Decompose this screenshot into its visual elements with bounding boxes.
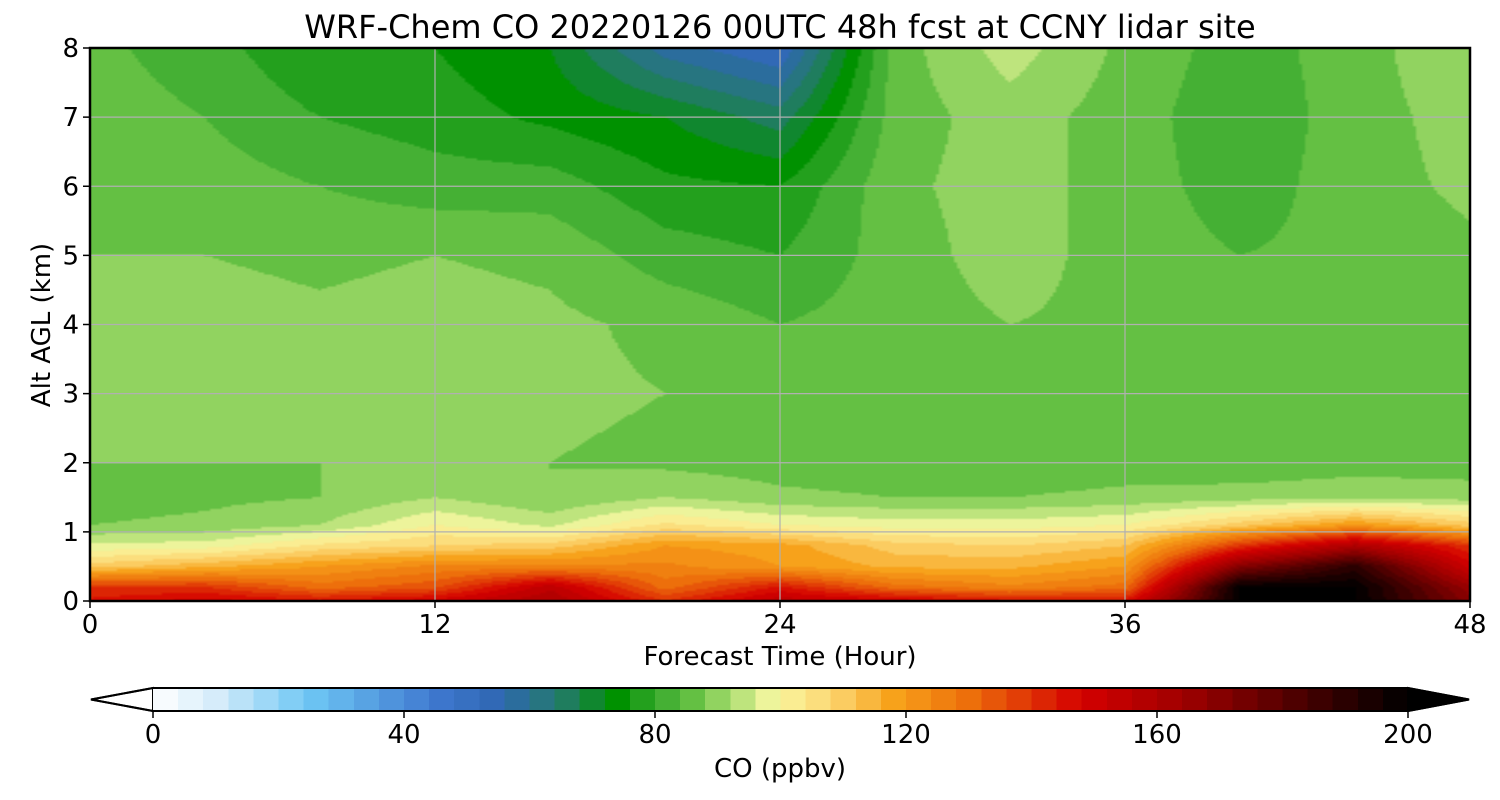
x-tick-label: 0 bbox=[82, 610, 99, 640]
x-tick-label: 36 bbox=[1108, 610, 1141, 640]
colorbar: 0 40 80 120 160 200 CO (ppbv) bbox=[90, 686, 1470, 784]
x-tick-label: 24 bbox=[763, 610, 796, 640]
y-tick-label: 8 bbox=[62, 34, 79, 64]
y-tick-label: 6 bbox=[62, 172, 79, 202]
y-tick-label: 0 bbox=[62, 587, 79, 617]
x-axis-ticks: 0 12 24 36 48 bbox=[82, 601, 1487, 640]
x-axis-label: Forecast Time (Hour) bbox=[643, 642, 916, 672]
y-axis-label: Alt AGL (km) bbox=[27, 243, 57, 407]
y-tick-label: 4 bbox=[62, 311, 79, 341]
colorbar-tick-label: 160 bbox=[1132, 720, 1182, 750]
colorbar-gradient bbox=[153, 688, 1408, 711]
colorbar-tick-label: 80 bbox=[638, 720, 671, 750]
colorbar-ticks: 0 40 80 120 160 200 bbox=[145, 711, 1433, 750]
x-tick-label: 12 bbox=[418, 610, 451, 640]
colorbar-tick-label: 120 bbox=[881, 720, 931, 750]
y-tick-label: 2 bbox=[62, 449, 79, 479]
y-tick-label: 3 bbox=[62, 380, 79, 410]
y-tick-label: 1 bbox=[62, 518, 79, 548]
colorbar-tick-label: 0 bbox=[145, 720, 162, 750]
colorbar-tick-label: 40 bbox=[387, 720, 420, 750]
colorbar-label: CO (ppbv) bbox=[714, 754, 846, 784]
colorbar-extend-max bbox=[1407, 686, 1470, 713]
y-tick-label: 7 bbox=[62, 103, 79, 133]
grid-lines bbox=[90, 48, 1470, 601]
y-tick-label: 5 bbox=[62, 241, 79, 271]
colorbar-extend-min bbox=[90, 686, 154, 713]
x-tick-label: 48 bbox=[1453, 610, 1486, 640]
y-axis-ticks: 0 1 2 3 4 5 6 7 8 bbox=[62, 34, 90, 617]
chart-title: WRF-Chem CO 20220126 00UTC 48h fcst at C… bbox=[304, 8, 1255, 46]
colorbar-tick-label: 200 bbox=[1383, 720, 1433, 750]
